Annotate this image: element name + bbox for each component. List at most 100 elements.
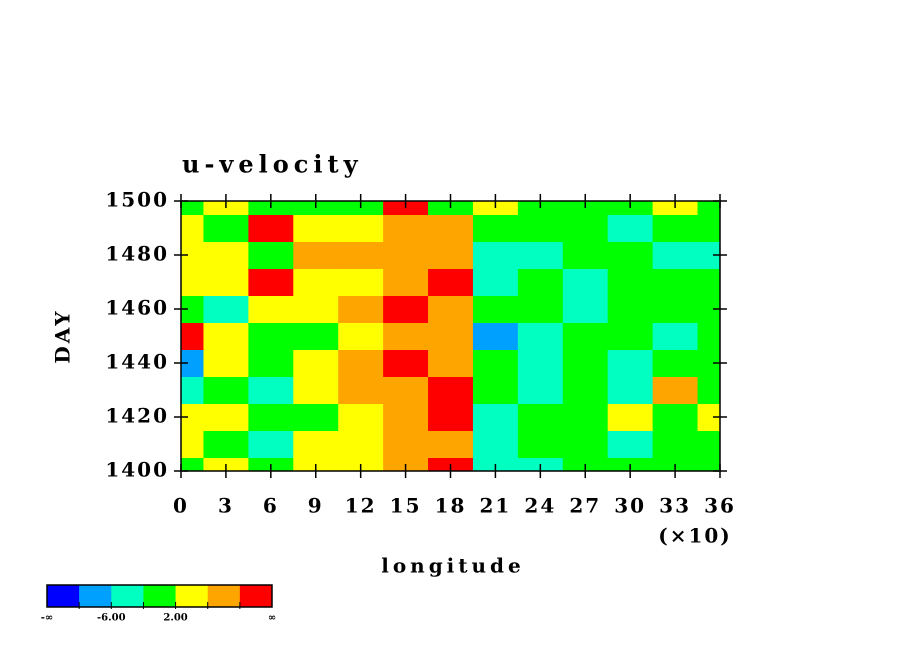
field-cell (607, 322, 654, 350)
field-cell (181, 268, 204, 296)
field-cell (562, 268, 609, 296)
field-cell (562, 322, 609, 350)
field-cell (248, 322, 294, 350)
field-cell (428, 214, 474, 242)
field-cell (697, 403, 721, 431)
colorbar-swatch (111, 585, 144, 607)
x-tick-label: 24 (524, 494, 556, 518)
field-cell (383, 376, 429, 404)
x-axis-label: longitude (381, 554, 525, 578)
colorbar-label: 2.00 (163, 613, 187, 624)
field-cell (181, 430, 204, 458)
field-cell (203, 295, 249, 323)
field-cell (293, 241, 339, 269)
field-cell (472, 430, 519, 458)
field-cell (181, 457, 204, 472)
field-cell (607, 295, 654, 323)
field-cell (697, 201, 721, 215)
field-cell (652, 295, 699, 323)
field-cell (697, 430, 721, 458)
field-cell (652, 322, 699, 350)
field-cell (697, 295, 721, 323)
x-tick-label: 33 (659, 494, 691, 518)
x-multiplier: (×10) (658, 524, 732, 548)
field-cell (203, 241, 249, 269)
field-cell (697, 214, 721, 242)
field-cell (248, 268, 294, 296)
field-cell (517, 430, 564, 458)
field-cell (562, 295, 609, 323)
field-cell (472, 268, 519, 296)
x-tick-label: 6 (263, 494, 279, 518)
colorbar-swatch (79, 585, 112, 607)
field-cell (293, 214, 339, 242)
field-cell (293, 430, 339, 458)
x-tick-label: 30 (614, 494, 646, 518)
field-cell (562, 214, 609, 242)
x-tick-label: 15 (390, 494, 422, 518)
field-cell (248, 376, 294, 404)
field-cell (338, 241, 384, 269)
field-cell (248, 349, 294, 377)
axes: 0 3 6 9 12 15 18 21 24 27 30 33 36140014201440146014… (105, 188, 734, 518)
field-cell (652, 403, 699, 431)
field-cell (562, 430, 609, 458)
field-cell (607, 241, 654, 269)
field-cell (248, 430, 294, 458)
field-cell (293, 376, 339, 404)
y-tick-label: 1440 (105, 350, 169, 374)
field-cell (383, 214, 429, 242)
y-tick-label: 1460 (105, 296, 169, 320)
field-cell (203, 403, 249, 431)
colorbar-label: -6.00 (97, 613, 126, 624)
field-cell (562, 241, 609, 269)
field-cell (203, 214, 249, 242)
field-cell (428, 430, 474, 458)
field-cell (697, 322, 721, 350)
field-cell (472, 349, 519, 377)
field-cell (607, 268, 654, 296)
x-tick-label: 3 (218, 494, 234, 518)
field-cell (181, 241, 204, 269)
field-cell (181, 322, 204, 350)
x-tick-label: 9 (308, 494, 324, 518)
field-cell (697, 457, 721, 472)
colorbar-swatch (47, 585, 80, 607)
field-cell (338, 349, 384, 377)
field-cell (383, 349, 429, 377)
field-cell (607, 349, 654, 377)
field-cell (472, 295, 519, 323)
field-cell (338, 403, 384, 431)
field-cell (181, 403, 204, 431)
field-cell (652, 268, 699, 296)
field-cell (472, 214, 519, 242)
field-cell (293, 295, 339, 323)
field-cell (293, 268, 339, 296)
field-cell (248, 403, 294, 431)
y-tick-label: 1420 (105, 404, 169, 428)
field-cell (338, 268, 384, 296)
field-cell (203, 376, 249, 404)
x-tick-label: 0 (173, 494, 189, 518)
chart-title: u-velocity (182, 150, 363, 179)
field-cell (472, 322, 519, 350)
field-cell (181, 214, 204, 242)
field-cell (181, 295, 204, 323)
field-cell (293, 349, 339, 377)
y-tick-label: 1400 (105, 458, 169, 482)
y-tick-label: 1480 (105, 242, 169, 266)
field-cell (697, 349, 721, 377)
field-cell (383, 403, 429, 431)
field-cell (203, 430, 249, 458)
field-cell (338, 430, 384, 458)
field-cell (607, 403, 654, 431)
field-cell (562, 403, 609, 431)
field-cell (203, 268, 249, 296)
field-cell (562, 349, 609, 377)
field-cell (517, 241, 564, 269)
field-cell (472, 403, 519, 431)
field-cell (383, 268, 429, 296)
field-cell (517, 268, 564, 296)
field-cell (517, 403, 564, 431)
